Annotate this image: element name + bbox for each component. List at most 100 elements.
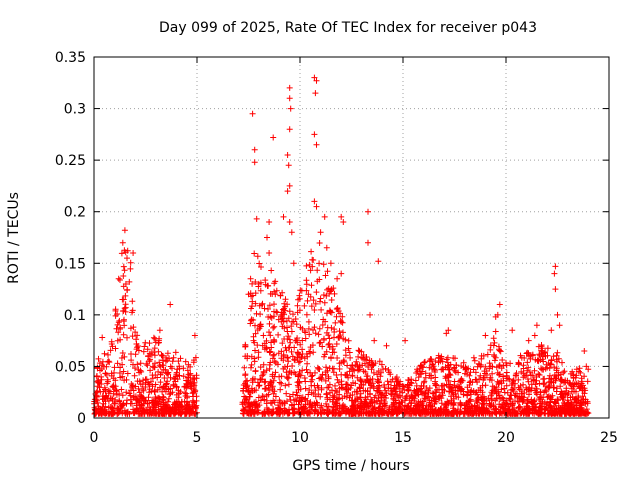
data-point xyxy=(390,395,397,402)
data-point xyxy=(188,382,195,389)
data-point xyxy=(445,381,452,388)
data-point xyxy=(286,393,293,400)
data-point xyxy=(271,280,278,287)
data-point xyxy=(329,410,336,417)
data-point xyxy=(122,292,129,299)
data-point xyxy=(405,387,412,394)
data-point xyxy=(374,376,381,383)
data-point xyxy=(310,327,316,333)
data-point xyxy=(121,267,128,274)
data-point xyxy=(430,390,437,397)
data-point xyxy=(120,331,127,338)
data-point xyxy=(256,260,263,267)
data-point xyxy=(130,387,137,394)
data-point xyxy=(282,296,289,303)
data-point xyxy=(156,327,163,334)
data-point xyxy=(114,337,121,344)
data-point xyxy=(121,227,128,234)
data-point xyxy=(173,383,180,390)
data-point xyxy=(482,370,489,377)
data-point xyxy=(422,358,428,365)
data-point xyxy=(325,341,332,348)
data-point xyxy=(551,270,558,277)
data-point xyxy=(183,380,190,387)
data-point xyxy=(293,321,300,328)
data-point xyxy=(428,410,434,417)
data-point xyxy=(525,378,532,385)
data-point xyxy=(513,370,520,377)
data-point xyxy=(130,250,137,256)
data-point xyxy=(378,361,385,368)
data-point xyxy=(510,378,516,385)
data-point xyxy=(381,384,388,391)
data-point xyxy=(272,359,279,366)
data-point xyxy=(153,395,159,402)
data-point xyxy=(477,372,484,379)
data-point xyxy=(576,365,583,372)
data-point xyxy=(294,302,301,309)
data-point xyxy=(266,348,273,355)
data-point xyxy=(516,394,523,401)
data-point xyxy=(313,289,320,296)
data-point xyxy=(193,393,200,400)
data-point xyxy=(273,308,280,315)
data-point xyxy=(115,329,122,336)
data-point xyxy=(471,357,478,364)
data-point xyxy=(119,239,126,246)
data-point xyxy=(334,376,341,383)
data-point xyxy=(548,376,555,383)
data-point xyxy=(309,263,316,270)
data-point xyxy=(259,393,266,400)
data-point xyxy=(177,355,184,362)
y-tick-label: 0.3 xyxy=(64,102,86,118)
data-point xyxy=(325,403,332,410)
data-point xyxy=(357,390,364,397)
data-point xyxy=(539,403,546,409)
data-point xyxy=(476,376,483,383)
data-point xyxy=(165,371,172,378)
data-point xyxy=(242,371,249,378)
data-point xyxy=(159,388,166,395)
data-point xyxy=(482,332,489,339)
data-point xyxy=(285,333,292,340)
data-point xyxy=(363,409,370,416)
data-point xyxy=(334,355,341,361)
data-point xyxy=(284,152,291,158)
data-point xyxy=(452,355,458,362)
data-point xyxy=(158,410,165,417)
data-point xyxy=(249,388,256,395)
data-point xyxy=(164,357,171,364)
data-point xyxy=(316,260,323,267)
data-point xyxy=(539,409,545,416)
x-axis-label: GPS time / hours xyxy=(292,458,409,474)
data-point xyxy=(118,386,125,393)
data-point xyxy=(284,363,291,370)
data-point xyxy=(244,355,251,362)
data-point xyxy=(374,371,381,378)
data-point xyxy=(443,410,450,417)
data-point xyxy=(271,399,278,406)
data-point xyxy=(375,368,382,374)
data-point xyxy=(244,382,251,389)
data-point xyxy=(156,401,162,408)
data-point xyxy=(566,379,573,386)
data-point xyxy=(561,390,568,397)
data-point xyxy=(330,365,337,372)
data-point xyxy=(370,406,377,413)
data-point xyxy=(430,363,437,370)
data-point xyxy=(484,351,491,358)
data-point xyxy=(417,388,424,395)
data-point xyxy=(281,311,288,318)
data-point xyxy=(120,273,127,279)
data-point xyxy=(103,363,110,370)
data-point xyxy=(308,282,315,289)
data-point xyxy=(342,352,349,359)
data-point xyxy=(351,367,358,374)
data-point xyxy=(356,384,363,391)
data-point xyxy=(183,409,190,416)
data-point xyxy=(524,367,531,374)
data-point xyxy=(538,347,545,354)
data-point xyxy=(115,275,122,282)
data-point xyxy=(271,323,278,330)
data-point xyxy=(146,404,153,411)
